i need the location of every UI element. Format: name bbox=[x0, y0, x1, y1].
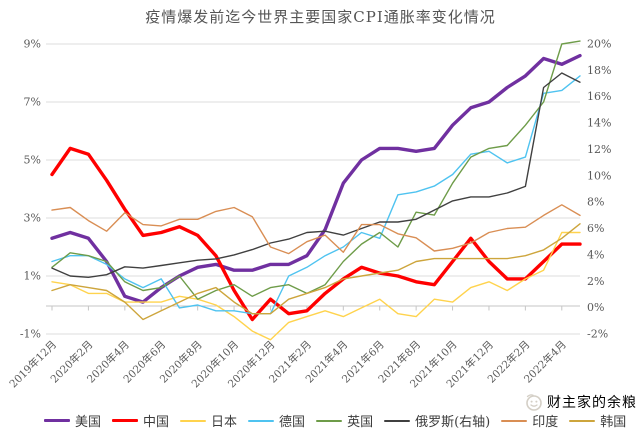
legend-item-de: 德国 bbox=[248, 411, 305, 430]
legend-label-us: 美国 bbox=[75, 415, 102, 430]
legend-swatch-de bbox=[248, 419, 275, 422]
series-line-ru bbox=[51, 72, 581, 278]
series-line-cn bbox=[50, 146, 582, 322]
legend-item-jp: 日本 bbox=[180, 411, 237, 430]
legend-item-ru: 俄罗斯(右轴) bbox=[384, 411, 490, 430]
legend-swatch-kr bbox=[569, 419, 596, 422]
series-line-de bbox=[51, 75, 581, 315]
right-axis-tick-label: 20% bbox=[587, 38, 611, 51]
left-axis-tick-label: 5% bbox=[24, 154, 41, 167]
legend-swatch-uk bbox=[316, 419, 343, 422]
right-axis-tick-label: 4% bbox=[587, 248, 604, 261]
legend-label-kr: 韩国 bbox=[600, 415, 627, 430]
legend-swatch-cn bbox=[112, 418, 139, 423]
right-axis-tick-label: 2% bbox=[587, 275, 604, 288]
right-axis-tick-label: 16% bbox=[587, 90, 611, 103]
series-line-jp bbox=[51, 231, 581, 341]
left-axis-tick-label: 7% bbox=[24, 96, 41, 109]
right-axis-tick-label: 14% bbox=[587, 117, 611, 130]
legend-item-uk: 英国 bbox=[316, 411, 373, 430]
legend-item-us: 美国 bbox=[44, 411, 101, 430]
legend-label-jp: 日本 bbox=[211, 415, 238, 430]
series-group bbox=[50, 40, 582, 341]
chart-title: 疫情爆发前迄今世界主要国家CPI通胀率变化情况 bbox=[145, 8, 496, 26]
smiley-face-icon bbox=[526, 394, 542, 411]
x-axis-tick-label: 2019年12月 bbox=[7, 338, 59, 390]
legend-item-cn: 中国 bbox=[112, 411, 169, 430]
right-axis-tick-label: 0% bbox=[587, 301, 604, 314]
legend-item-kr: 韩国 bbox=[569, 411, 626, 430]
right-axis-tick-label: 8% bbox=[587, 196, 604, 209]
legend-swatch-jp bbox=[180, 419, 207, 422]
legend-label-in: 印度 bbox=[532, 415, 559, 430]
right-axis-tick-label: -2% bbox=[587, 328, 608, 341]
legend-label-de: 德国 bbox=[279, 415, 306, 430]
right-axis-labels: 20% 18% 16% 14% 12% 10% 8% 6% 4% 2% 0% -2% bbox=[587, 38, 611, 341]
right-axis-tick-label: 10% bbox=[587, 169, 611, 182]
right-axis-tick-label: 12% bbox=[587, 143, 611, 156]
left-axis-tick-label: 1% bbox=[24, 270, 41, 283]
legend-item-in: 印度 bbox=[501, 411, 558, 430]
legend-swatch-in bbox=[501, 419, 528, 422]
series-line-in bbox=[51, 204, 581, 255]
left-axis-tick-label: 3% bbox=[24, 212, 41, 225]
legend-label-uk: 英国 bbox=[347, 415, 374, 430]
legend-swatch-us bbox=[44, 418, 70, 423]
series-line-kr bbox=[51, 223, 581, 321]
right-axis-tick-label: 18% bbox=[587, 64, 611, 77]
gridlines bbox=[46, 43, 580, 335]
x-axis-labels: 2019年12月2020年2月2020年4月2020年6月2020年8月2020… bbox=[7, 338, 569, 390]
legend-label-cn: 中国 bbox=[143, 415, 170, 430]
left-axis-labels: 9% 7% 5% 3% 1% -1% bbox=[20, 38, 41, 341]
legend-swatch-ru bbox=[384, 419, 411, 422]
right-axis-tick-label: 6% bbox=[587, 222, 604, 235]
left-axis-tick-label: -1% bbox=[20, 328, 41, 341]
legend-label-ru: 俄罗斯(右轴) bbox=[415, 415, 491, 430]
left-axis-tick-label: 9% bbox=[24, 38, 41, 51]
series-line-us bbox=[50, 53, 582, 304]
legend: 美国 中国 日本 德国 英国 俄罗斯(右轴) 印度 韩国 bbox=[44, 411, 626, 430]
watermark: 财主家的余粮 bbox=[524, 392, 637, 412]
series-line-uk bbox=[51, 40, 581, 300]
watermark-text: 财主家的余粮 bbox=[547, 395, 637, 411]
